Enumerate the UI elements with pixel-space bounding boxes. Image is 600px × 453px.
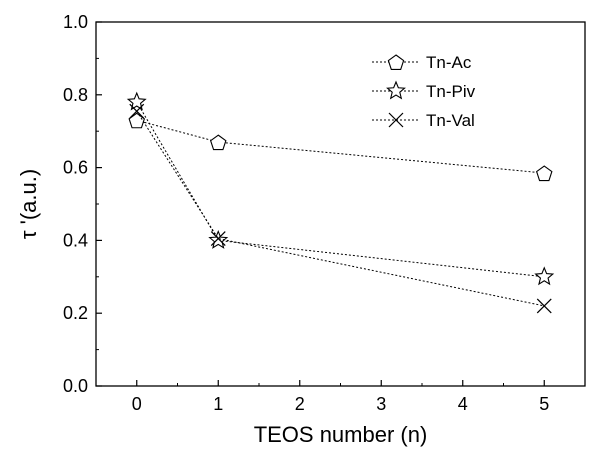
data-point	[126, 91, 147, 111]
x-axis-label: TEOS number (n)	[254, 422, 428, 447]
legend-label: Tn-Val	[426, 111, 475, 130]
legend-label: Tn-Piv	[426, 82, 476, 101]
plot-frame	[95, 21, 586, 387]
legend-label: Tn-Ac	[426, 53, 472, 72]
legend-item: Tn-Ac	[372, 53, 472, 72]
data-point	[210, 231, 226, 247]
x-tick-label: 2	[295, 394, 305, 414]
series-tn-ac	[128, 112, 553, 182]
legend-item: Tn-Piv	[372, 80, 476, 101]
data-point	[209, 134, 227, 151]
x-tick-label: 5	[539, 394, 549, 414]
marker-stroke	[210, 231, 226, 247]
data-point	[535, 165, 553, 182]
y-tick-label: 1.0	[63, 12, 88, 32]
legend-marker	[386, 80, 406, 100]
y-tick-label: 0.2	[63, 303, 88, 323]
data-point	[534, 266, 555, 286]
series-line	[136, 119, 545, 174]
marker-stroke	[536, 298, 552, 314]
y-tick-label: 0.6	[63, 158, 88, 178]
marker-stroke	[388, 112, 404, 128]
x-tick-label: 4	[458, 394, 468, 414]
series-line	[136, 110, 545, 307]
data-point	[129, 103, 145, 119]
y-axis-label: τ '(a.u.)	[16, 169, 41, 239]
x-tick-label: 0	[132, 394, 142, 414]
axes: 0 1 2 3 4 5 0.0 0.2 0.4 0.6 0.8 1.0	[63, 12, 586, 414]
legend-marker	[387, 54, 405, 71]
series-tn-val	[129, 103, 552, 314]
y-tick-label: 0.4	[63, 230, 88, 250]
marker-stroke	[129, 103, 145, 119]
x-tick-label: 1	[213, 394, 223, 414]
legend-item: Tn-Val	[372, 111, 475, 130]
series-tn-piv	[126, 91, 555, 286]
series-line	[136, 101, 545, 278]
legend: Tn-Ac Tn-Piv Tn-Val	[372, 53, 476, 130]
data-point	[536, 298, 552, 314]
legend-marker	[388, 112, 404, 128]
y-tick-label: 0.8	[63, 85, 88, 105]
x-tick-label: 3	[376, 394, 386, 414]
data-point	[128, 112, 146, 129]
series-layer	[126, 91, 555, 314]
y-tick-label: 0.0	[63, 376, 88, 396]
